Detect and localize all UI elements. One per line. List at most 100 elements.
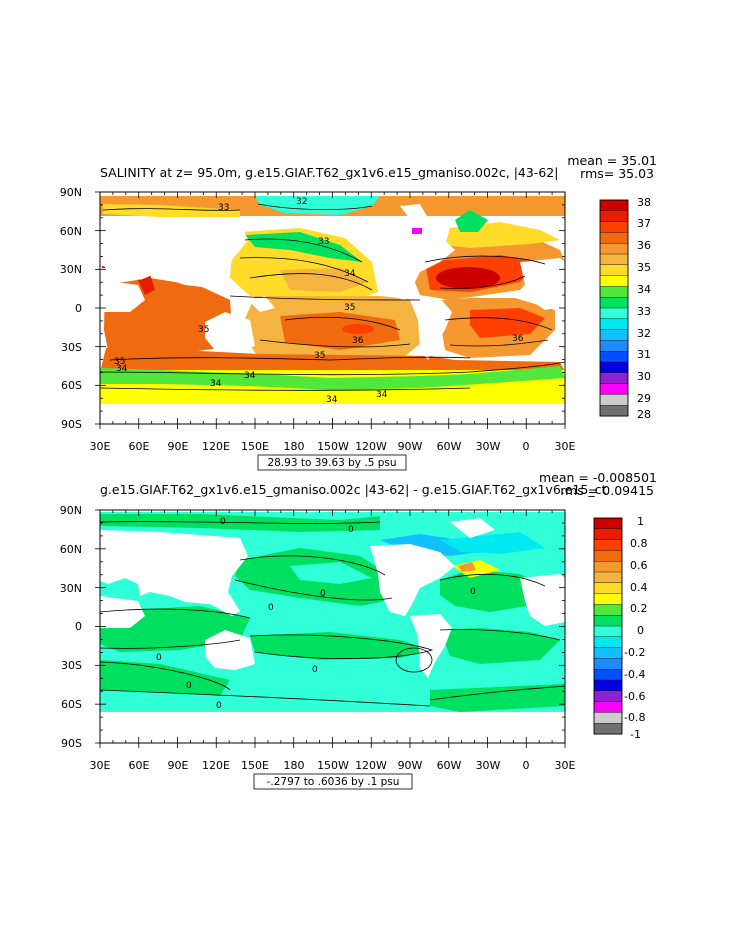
- contour-labels-2: 0 0 0 0 0 0 0 0 0: [156, 517, 476, 711]
- colorbar-swatch: [593, 723, 623, 735]
- panel-salinity: SALINITY at z= 95.0m, g.e15.GIAF.T62_gx1…: [60, 153, 657, 471]
- panel2-lat-labels: 90N 60N 30N 0 30S 60S 90S: [60, 504, 82, 750]
- colorbar-swatch: [593, 539, 623, 551]
- colorbar-swatch: [599, 351, 629, 363]
- svg-text:90W: 90W: [398, 759, 423, 772]
- colorbar-swatch: [599, 318, 629, 331]
- svg-text:34: 34: [376, 390, 388, 400]
- svg-text:30S: 30S: [61, 341, 82, 354]
- svg-text:180: 180: [284, 759, 305, 772]
- svg-text:37: 37: [637, 217, 651, 230]
- svg-text:120E: 120E: [202, 759, 230, 772]
- colorbar-swatch: [599, 383, 629, 395]
- panel2-map: 0 0 0 0 0 0 0 0 0: [95, 509, 566, 748]
- panel-difference: g.e15.GIAF.T62_gx1v6.e15_gmaniso.002c |4…: [60, 470, 657, 790]
- svg-text:32: 32: [296, 197, 307, 207]
- svg-text:30W: 30W: [476, 759, 501, 772]
- svg-text:90N: 90N: [60, 186, 82, 199]
- colorbar-swatch: [599, 372, 629, 385]
- contour-labels: 33 32 33 34 35 35 36 35 35 34 34 34 36 3…: [114, 197, 524, 405]
- svg-text:150W: 150W: [317, 759, 349, 772]
- colorbar-swatch: [599, 329, 629, 341]
- svg-text:60E: 60E: [129, 440, 150, 453]
- colorbar-swatch: [599, 275, 629, 287]
- svg-text:-0.6: -0.6: [624, 690, 645, 703]
- svg-text:0.4: 0.4: [630, 581, 648, 594]
- svg-text:35: 35: [314, 351, 325, 361]
- colorbar-swatch: [599, 307, 629, 320]
- svg-text:0: 0: [320, 589, 326, 599]
- panel2-lon-labels: 30E 60E 90E 120E 150E 180 150W 120W 90W …: [90, 759, 576, 772]
- colorbar-swatch: [593, 561, 623, 573]
- svg-text:34: 34: [116, 364, 128, 374]
- panel1-range-box: [257, 454, 407, 471]
- svg-text:36: 36: [512, 334, 524, 344]
- svg-text:150E: 150E: [241, 759, 269, 772]
- svg-text:90E: 90E: [168, 440, 189, 453]
- panel1-map: 33 32 33 34 35 35 36 35 35 34 34 34 36 3…: [95, 191, 566, 429]
- colorbar-swatch: [593, 625, 623, 638]
- colorbar-swatch: [593, 604, 623, 616]
- arctic-fresh-region: [255, 196, 380, 215]
- svg-text:0: 0: [348, 525, 354, 535]
- svg-text:150W: 150W: [317, 440, 349, 453]
- panel2-title: g.e15.GIAF.T62_gx1v6.e15_gmaniso.002c |4…: [100, 482, 606, 497]
- colorbar-swatch: [593, 582, 623, 595]
- panel1-range: 28.93 to 39.63 by .5 psu: [267, 457, 396, 469]
- svg-text:60N: 60N: [60, 225, 82, 238]
- svg-text:0: 0: [523, 440, 530, 453]
- svg-text:30E: 30E: [90, 440, 111, 453]
- colorbar-swatch: [593, 669, 623, 681]
- contour-lines-2: [100, 521, 565, 707]
- svg-text:0: 0: [216, 701, 222, 711]
- svg-text:0.8: 0.8: [630, 537, 648, 550]
- svg-text:60E: 60E: [129, 759, 150, 772]
- atlantic-positive-region: [440, 570, 545, 612]
- panel1-lat-labels: 90N 60N 30N 0 30S 60S 90S: [60, 186, 82, 431]
- panel1-colorbar-labels: 38 37 36 35 34 33 32 31 30 29 28: [637, 196, 651, 421]
- svg-text:-0.2: -0.2: [624, 646, 645, 659]
- svg-text:0: 0: [75, 302, 82, 315]
- svg-text:32: 32: [637, 327, 651, 340]
- panel2-mean: mean = -0.008501: [539, 470, 657, 485]
- svg-text:90S: 90S: [61, 418, 82, 431]
- svg-text:-1: -1: [630, 728, 641, 741]
- svg-text:33: 33: [218, 203, 229, 213]
- svg-text:30S: 30S: [61, 659, 82, 672]
- colorbar-swatch: [593, 517, 623, 530]
- colorbar-swatch: [599, 232, 629, 244]
- svg-text:0: 0: [312, 665, 318, 675]
- svg-text:0: 0: [75, 620, 82, 633]
- colorbar-swatch: [593, 690, 623, 703]
- svg-text:30: 30: [637, 370, 651, 383]
- colorbar-swatch: [593, 615, 623, 627]
- svg-text:28: 28: [637, 408, 651, 421]
- colorbar-swatch: [599, 394, 629, 406]
- svg-text:0: 0: [470, 587, 476, 597]
- contour-lines: [100, 203, 565, 391]
- svg-text:150E: 150E: [241, 440, 269, 453]
- colorbar-swatch: [599, 405, 629, 417]
- colorbar-swatch: [593, 658, 623, 670]
- svg-text:34: 34: [326, 395, 338, 405]
- svg-text:35: 35: [637, 261, 651, 274]
- panel2-colorbar-labels: 1 0.8 0.6 0.4 0.2 0 -0.2 -0.4 -0.6 -0.8 …: [624, 515, 648, 741]
- panel1-colorbar: [599, 199, 629, 417]
- colorbar-swatch: [599, 340, 629, 352]
- svg-text:90W: 90W: [398, 440, 423, 453]
- panel1-lon-labels: 30E 60E 90E 120E 150E 180 150W 120W 90W …: [90, 440, 576, 453]
- panel1-rms: rms= 35.03: [580, 166, 654, 181]
- colorbar-swatch: [593, 636, 623, 649]
- svg-text:0.2: 0.2: [630, 602, 648, 615]
- panel2-rms: rms = 0.09415: [560, 483, 654, 498]
- svg-text:90S: 90S: [61, 737, 82, 750]
- svg-text:35: 35: [114, 357, 125, 367]
- svg-text:36: 36: [637, 239, 651, 252]
- svg-text:60S: 60S: [61, 379, 82, 392]
- svg-text:-0.4: -0.4: [624, 668, 645, 681]
- colorbar-swatch: [599, 210, 629, 223]
- colorbar-swatch: [593, 528, 623, 541]
- panel1-title: SALINITY at z= 95.0m, g.e15.GIAF.T62_gx1…: [100, 165, 558, 180]
- colorbar-swatch: [599, 253, 629, 266]
- svg-text:30E: 30E: [555, 759, 576, 772]
